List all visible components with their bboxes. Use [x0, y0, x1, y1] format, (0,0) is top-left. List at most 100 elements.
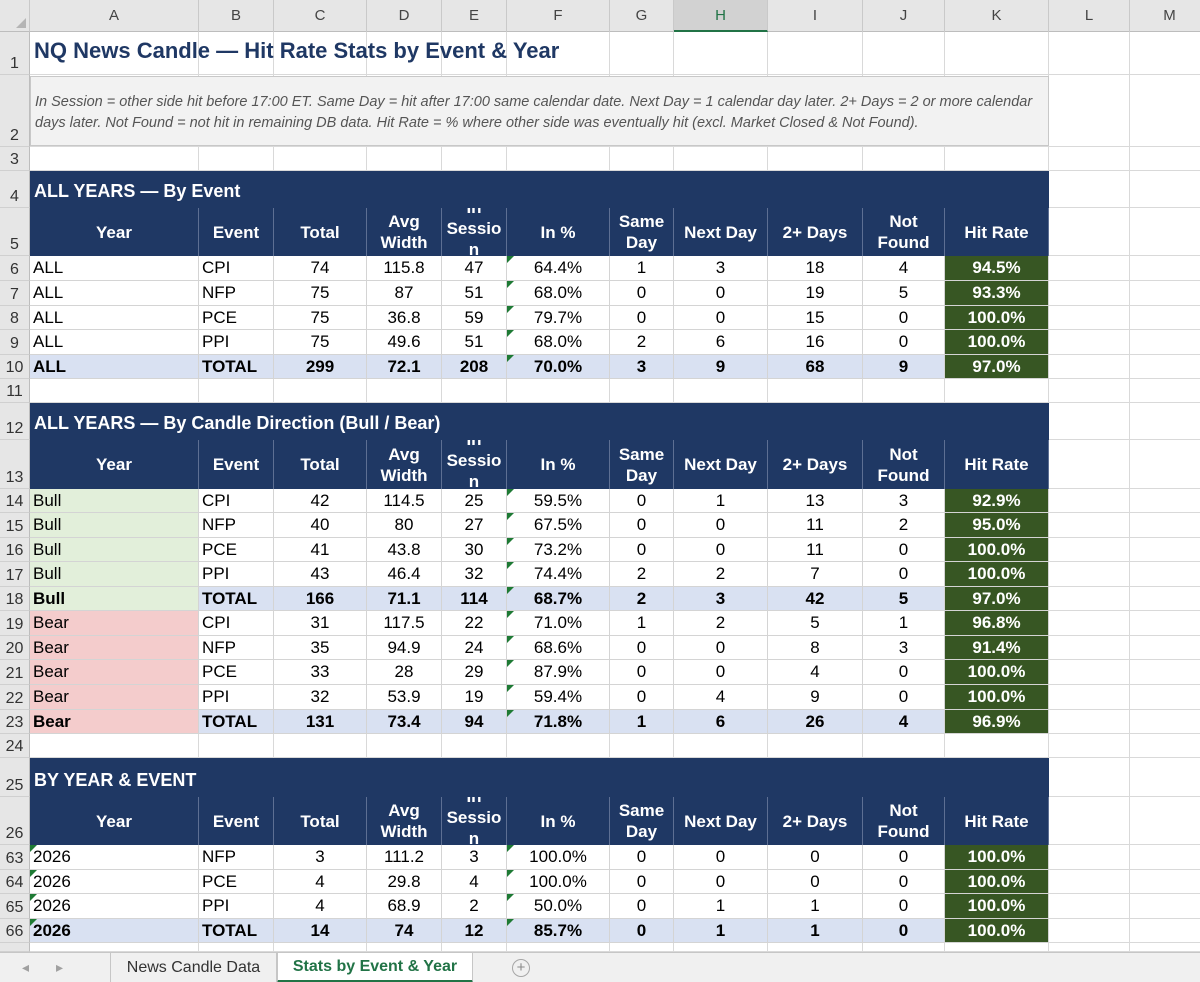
- table-cell[interactable]: PPI: [199, 685, 274, 710]
- table-cell[interactable]: 97.0%: [945, 355, 1049, 379]
- table-cell[interactable]: 94.9: [367, 636, 442, 660]
- table-cell[interactable]: 0: [674, 636, 768, 660]
- column-header-d[interactable]: D: [367, 0, 442, 32]
- row-header-18[interactable]: 18: [0, 587, 30, 611]
- table-cell[interactable]: 53.9: [367, 685, 442, 710]
- column-header-i[interactable]: I: [768, 0, 863, 32]
- table-cell[interactable]: Bear: [30, 685, 199, 710]
- table-cell[interactable]: 2: [610, 587, 674, 611]
- table-cell[interactable]: TOTAL: [199, 355, 274, 379]
- table-cell[interactable]: 19: [442, 685, 507, 710]
- table-cell[interactable]: ALL: [30, 330, 199, 355]
- table-cell[interactable]: Bull: [30, 562, 199, 587]
- table-cell[interactable]: 100.0%: [945, 685, 1049, 710]
- table-cell[interactable]: 28: [367, 660, 442, 685]
- table-cell[interactable]: 114.5: [367, 489, 442, 513]
- table-cell[interactable]: PPI: [199, 894, 274, 919]
- table-cell[interactable]: 166: [274, 587, 367, 611]
- table-cell[interactable]: 2026: [30, 845, 199, 870]
- table-cell[interactable]: 0: [863, 845, 945, 870]
- table-cell[interactable]: 46.4: [367, 562, 442, 587]
- table-cell[interactable]: 0: [863, 894, 945, 919]
- table-cell[interactable]: Bear: [30, 611, 199, 636]
- row-header-5[interactable]: 5: [0, 208, 30, 256]
- table-cell[interactable]: 100.0%: [945, 306, 1049, 330]
- table-cell[interactable]: 49.6: [367, 330, 442, 355]
- table-cell[interactable]: Bear: [30, 660, 199, 685]
- column-header-f[interactable]: F: [507, 0, 610, 32]
- row-header-67[interactable]: [0, 943, 30, 952]
- table-cell[interactable]: 14: [274, 919, 367, 943]
- table-cell[interactable]: 42: [274, 489, 367, 513]
- table-cell[interactable]: 0: [674, 306, 768, 330]
- table-cell[interactable]: 3: [674, 587, 768, 611]
- row-header-15[interactable]: 15: [0, 513, 30, 538]
- row-header-13[interactable]: 13: [0, 440, 30, 489]
- row-header-3[interactable]: 3: [0, 147, 30, 171]
- table-cell[interactable]: 115.8: [367, 256, 442, 281]
- row-header-22[interactable]: 22: [0, 685, 30, 710]
- table-cell[interactable]: 74: [367, 919, 442, 943]
- table-cell[interactable]: 4: [442, 870, 507, 894]
- table-cell[interactable]: 22: [442, 611, 507, 636]
- table-cell[interactable]: 43.8: [367, 538, 442, 562]
- table-cell[interactable]: 59.5%: [507, 489, 610, 513]
- table-cell[interactable]: 1: [768, 894, 863, 919]
- tab-news-candle-data[interactable]: News Candle Data: [110, 953, 277, 982]
- table-cell[interactable]: 75: [274, 281, 367, 306]
- table-cell[interactable]: ALL: [30, 306, 199, 330]
- table-cell[interactable]: 0: [610, 489, 674, 513]
- table-cell[interactable]: 2: [674, 611, 768, 636]
- table-cell[interactable]: 0: [610, 919, 674, 943]
- table-cell[interactable]: 93.3%: [945, 281, 1049, 306]
- table-cell[interactable]: 100.0%: [945, 330, 1049, 355]
- table-cell[interactable]: 96.8%: [945, 611, 1049, 636]
- row-header-17[interactable]: 17: [0, 562, 30, 587]
- table-cell[interactable]: 100.0%: [945, 845, 1049, 870]
- table-cell[interactable]: 12: [442, 919, 507, 943]
- table-cell[interactable]: ALL: [30, 256, 199, 281]
- table-cell[interactable]: 87: [367, 281, 442, 306]
- table-cell[interactable]: Bull: [30, 513, 199, 538]
- table-cell[interactable]: 42: [768, 587, 863, 611]
- table-cell[interactable]: 2026: [30, 919, 199, 943]
- table-cell[interactable]: 41: [274, 538, 367, 562]
- row-header-1[interactable]: 1: [0, 32, 30, 75]
- table-cell[interactable]: 71.1: [367, 587, 442, 611]
- table-cell[interactable]: 3: [863, 636, 945, 660]
- table-cell[interactable]: 299: [274, 355, 367, 379]
- table-cell[interactable]: 16: [768, 330, 863, 355]
- table-cell[interactable]: CPI: [199, 611, 274, 636]
- table-cell[interactable]: 11: [768, 513, 863, 538]
- row-header-14[interactable]: 14: [0, 489, 30, 513]
- table-cell[interactable]: 114: [442, 587, 507, 611]
- table-cell[interactable]: 32: [274, 685, 367, 710]
- row-header-12[interactable]: 12: [0, 403, 30, 440]
- column-header-b[interactable]: B: [199, 0, 274, 32]
- table-cell[interactable]: 68.9: [367, 894, 442, 919]
- table-cell[interactable]: 32: [442, 562, 507, 587]
- column-header-j[interactable]: J: [863, 0, 945, 32]
- table-cell[interactable]: 0: [863, 919, 945, 943]
- table-cell[interactable]: 2: [442, 894, 507, 919]
- table-cell[interactable]: PPI: [199, 330, 274, 355]
- table-cell[interactable]: 68: [768, 355, 863, 379]
- table-cell[interactable]: 75: [274, 306, 367, 330]
- table-cell[interactable]: Bear: [30, 710, 199, 734]
- table-cell[interactable]: 73.4: [367, 710, 442, 734]
- table-cell[interactable]: 0: [610, 870, 674, 894]
- table-cell[interactable]: 59.4%: [507, 685, 610, 710]
- table-cell[interactable]: NFP: [199, 281, 274, 306]
- table-cell[interactable]: 59: [442, 306, 507, 330]
- column-header-l[interactable]: L: [1049, 0, 1130, 32]
- table-cell[interactable]: PPI: [199, 562, 274, 587]
- table-cell[interactable]: Bear: [30, 636, 199, 660]
- table-cell[interactable]: 4: [274, 870, 367, 894]
- table-cell[interactable]: 0: [610, 538, 674, 562]
- table-cell[interactable]: 2: [863, 513, 945, 538]
- table-cell[interactable]: 25: [442, 489, 507, 513]
- table-cell[interactable]: 47: [442, 256, 507, 281]
- table-cell[interactable]: 0: [674, 845, 768, 870]
- row-header-63[interactable]: 63: [0, 845, 30, 870]
- table-cell[interactable]: 3: [442, 845, 507, 870]
